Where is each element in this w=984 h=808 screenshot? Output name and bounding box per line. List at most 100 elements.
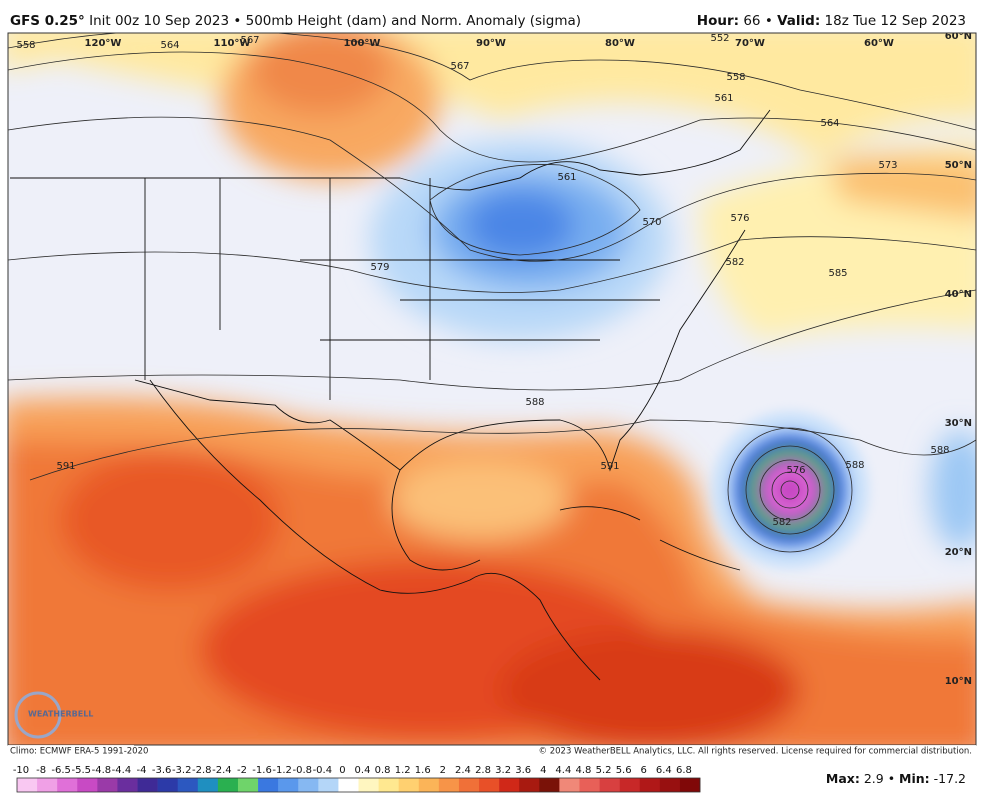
separator: •: [765, 13, 773, 29]
colorbar-swatch: [338, 778, 359, 792]
colorbar-swatch: [378, 778, 399, 792]
max-label: Max:: [826, 771, 860, 786]
longitude-label: 70°W: [735, 38, 765, 49]
colorbar-swatch: [237, 778, 259, 792]
colorbar-label: 6.4: [656, 765, 672, 776]
contour-label: 570: [642, 217, 661, 228]
longitude-label: 110°W: [214, 38, 251, 49]
colorbar-swatch: [77, 778, 98, 792]
latitude-label: 40°N: [945, 289, 972, 300]
hurricane-anomaly: [712, 412, 868, 568]
colorbar-swatch: [157, 778, 179, 792]
contour-label: 591: [56, 461, 75, 472]
colorbar-swatch: [519, 778, 540, 792]
contour-label: 558: [16, 40, 35, 51]
contour-label: 561: [557, 172, 576, 183]
colorbar-swatch: [117, 778, 138, 792]
latitude-label: 50°N: [945, 160, 972, 171]
colorbar-label: -6.5: [51, 765, 71, 776]
colorbar-label: -5.5: [72, 765, 92, 776]
colorbar-label: 2.8: [475, 765, 491, 776]
colorbar-swatch: [398, 778, 420, 792]
contour-label: 588: [845, 460, 864, 471]
colorbar-swatch: [599, 778, 620, 792]
height-contours: [8, 33, 976, 553]
colorbar-label: 6: [641, 765, 647, 776]
description: Init 00z 10 Sep 2023 • 500mb Height (dam…: [89, 13, 581, 29]
colorbar-swatch: [499, 778, 520, 792]
logo-ring: [14, 691, 62, 739]
colorbar-label: -4: [137, 765, 147, 776]
colorbar-swatch: [137, 778, 158, 792]
colorbar-label: 0.4: [355, 765, 371, 776]
colorbar-label: 1.2: [395, 765, 411, 776]
map-frame: [7, 32, 977, 746]
colorbar-label: -2.8: [192, 765, 212, 776]
max: 2.9: [864, 771, 884, 786]
latitude-label: 20°N: [945, 547, 972, 558]
colorbar-label: 0: [339, 765, 345, 776]
colorbar-swatch: [258, 778, 279, 792]
colorbar-label: 2.4: [455, 765, 471, 776]
colorbar-label: -4.8: [92, 765, 112, 776]
colorbar-swatch: [619, 778, 641, 792]
contour-label: 579: [370, 262, 389, 273]
colorbar-label: -8: [36, 765, 46, 776]
colorbar-label: -2: [237, 765, 247, 776]
colorbar-swatch: [479, 778, 500, 792]
colorbar-label: -0.8: [292, 765, 312, 776]
longitude-label: 100°W: [344, 38, 381, 49]
contour-label: 591: [600, 461, 619, 472]
longitude-label: 90°W: [476, 38, 506, 49]
hour: 66: [743, 13, 760, 29]
colorbar-swatch: [278, 778, 299, 792]
valid-label: Valid:: [777, 13, 820, 29]
contour-label: 567: [450, 61, 469, 72]
colorbar-swatch: [659, 778, 681, 792]
colorbar-label: -10: [13, 765, 29, 776]
map-area: WEATHERBELL: [8, 33, 976, 745]
contour-label: 552: [710, 33, 729, 44]
climo-bg: [8, 745, 134, 757]
min-label: Min:: [899, 771, 930, 786]
header-left: GFS 0.25° Init 00z 10 Sep 2023 • 500mb H…: [10, 13, 581, 29]
colorbar-swatch: [318, 778, 339, 792]
contour-label: 564: [160, 40, 179, 51]
logo-text: WEATHERBELL: [28, 710, 93, 719]
contour-label: 558: [726, 72, 745, 83]
copyright: © 2023 WeatherBELL Analytics, LLC. All r…: [539, 747, 972, 757]
colorbar-swatch: [639, 778, 661, 792]
colorbar-label: 3.2: [495, 765, 511, 776]
colorbar-swatch: [97, 778, 118, 792]
colorbar-label: 4.4: [555, 765, 571, 776]
min: -17.2: [934, 771, 966, 786]
colorbar-swatch: [458, 778, 480, 792]
colorbar-label: -3.6: [152, 765, 172, 776]
colorbar-swatch: [197, 778, 219, 792]
colorbar-label: -3.2: [172, 765, 192, 776]
colorbar-label: 2: [440, 765, 446, 776]
colorbar-swatch: [298, 778, 319, 792]
latitude-label: 60°N: [945, 31, 972, 42]
colorbar-label: 6.8: [676, 765, 692, 776]
colorbar-swatch: [679, 778, 701, 792]
valid: 18z Tue 12 Sep 2023: [825, 13, 966, 29]
separator: •: [888, 771, 895, 786]
longitude-label: 60°W: [864, 38, 894, 49]
colorbar-label: 5.6: [616, 765, 632, 776]
colorbar-label: 4: [540, 765, 546, 776]
colorbar-swatch: [57, 778, 78, 792]
map-labels: 120°W 110°W 100°W 90°W 80°W 70°W 60°W 60°N 50°N 4…: [16, 31, 972, 687]
colorbar-swatch: [17, 778, 38, 792]
contour-label: 564: [820, 118, 839, 129]
latitude-label: 30°N: [945, 418, 972, 429]
colorbar-label: 1.6: [415, 765, 431, 776]
stats: Max: 2.9 • Min: -17.2: [826, 771, 966, 786]
colorbar-swatch: [438, 778, 460, 792]
longitude-label: 80°W: [605, 38, 635, 49]
hour-label: Hour:: [697, 13, 739, 29]
colorbar-label: 0.8: [375, 765, 391, 776]
header-right: Hour: 66 • Valid: 18z Tue 12 Sep 2023: [697, 13, 966, 29]
